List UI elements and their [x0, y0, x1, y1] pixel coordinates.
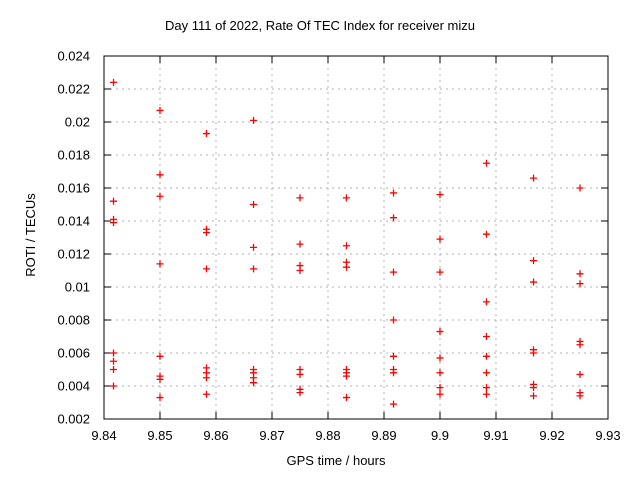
y-tick-label: 0.022: [57, 82, 90, 97]
data-point-marker: [576, 270, 584, 278]
data-point-marker: [342, 394, 350, 402]
data-point-marker: [110, 78, 118, 86]
data-point-marker: [436, 328, 444, 336]
data-point-marker: [482, 384, 490, 392]
data-point-marker: [202, 374, 210, 382]
data-point-marker: [156, 352, 164, 360]
data-point-marker: [342, 242, 350, 250]
data-point-marker: [530, 392, 538, 400]
y-tick-label: 0.014: [57, 214, 90, 229]
series-roti: [110, 78, 584, 408]
y-tick-label: 0.006: [57, 346, 90, 361]
y-tick-label: 0.01: [65, 280, 90, 295]
y-tick-label: 0.008: [57, 313, 90, 328]
data-point-marker: [482, 333, 490, 340]
data-point-marker: [156, 394, 164, 402]
data-point-marker: [436, 191, 444, 199]
data-point-marker: [530, 278, 538, 286]
data-point-marker: [250, 243, 258, 251]
data-point-marker: [530, 349, 538, 357]
data-point-marker: [250, 379, 258, 387]
data-point-marker: [436, 384, 444, 392]
data-point-marker: [482, 390, 490, 398]
plot-border: [103, 55, 609, 420]
data-point-marker: [390, 352, 398, 360]
data-point-marker: [110, 382, 118, 390]
x-tick-label: 9.93: [595, 428, 620, 443]
data-point-marker: [296, 389, 304, 397]
data-point-marker: [482, 230, 490, 238]
data-point-marker: [390, 369, 398, 377]
data-point-marker: [342, 372, 350, 380]
data-point-marker: [202, 390, 210, 398]
data-point-marker: [530, 174, 538, 182]
data-point-marker: [110, 366, 118, 373]
data-point-marker: [296, 240, 304, 248]
data-point-marker: [436, 369, 444, 377]
x-tick-label: 9.84: [91, 428, 116, 443]
x-axis-label: GPS time / hours: [286, 453, 386, 468]
data-point-marker: [390, 400, 398, 408]
data-point-marker: [156, 171, 164, 179]
data-point-marker: [576, 370, 584, 378]
data-point-marker: [576, 392, 584, 400]
chart-title: Day 111 of 2022, Rate Of TEC Index for r…: [165, 18, 475, 33]
data-point-marker: [482, 369, 490, 377]
x-tick-label: 9.86: [203, 428, 228, 443]
y-tick-label: 0.02: [65, 115, 90, 130]
data-point-marker: [202, 265, 210, 273]
x-tick-label: 9.92: [539, 428, 564, 443]
x-tick-label: 9.85: [147, 428, 172, 443]
data-point-marker: [482, 159, 490, 167]
data-point-marker: [202, 229, 210, 237]
data-point-marker: [436, 390, 444, 398]
x-tick-label: 9.88: [315, 428, 340, 443]
data-point-marker: [530, 384, 538, 392]
data-point-marker: [110, 219, 118, 227]
data-point-marker: [576, 280, 584, 288]
y-tick-label: 0.016: [57, 181, 90, 196]
data-point-marker: [250, 201, 258, 208]
data-point-marker: [390, 316, 398, 324]
data-point-marker: [296, 267, 304, 274]
data-point-marker: [576, 184, 584, 192]
data-point-marker: [296, 370, 304, 378]
data-point-marker: [576, 341, 584, 349]
y-tick-label: 0.024: [57, 49, 90, 64]
data-point-marker: [342, 194, 350, 202]
data-point-marker: [482, 298, 490, 306]
x-tick-label: 9.91: [483, 428, 508, 443]
x-tick-label: 9.89: [371, 428, 396, 443]
y-tick-label: 0.002: [57, 412, 90, 427]
data-point-marker: [390, 214, 398, 222]
data-point-marker: [296, 194, 304, 202]
data-point-marker: [342, 263, 350, 271]
y-tick-label: 0.004: [57, 379, 90, 394]
data-point-marker: [530, 257, 538, 265]
data-point-marker: [436, 354, 444, 362]
data-point-marker: [110, 349, 118, 357]
data-point-marker: [436, 268, 444, 276]
data-point-marker: [482, 352, 490, 360]
data-point-marker: [156, 375, 164, 383]
data-point-marker: [436, 235, 444, 243]
data-point-marker: [156, 192, 164, 200]
y-tick-label: 0.018: [57, 148, 90, 163]
x-tick-label: 9.87: [259, 428, 284, 443]
data-point-marker: [110, 197, 118, 205]
data-point-marker: [250, 265, 258, 273]
data-point-marker: [202, 130, 210, 138]
data-point-marker: [156, 260, 164, 268]
data-point-marker: [110, 357, 118, 365]
x-tick-label: 9.9: [431, 428, 449, 443]
data-point-marker: [390, 189, 398, 197]
data-point-marker: [156, 106, 164, 114]
data-point-marker: [390, 268, 398, 276]
y-tick-label: 0.012: [57, 247, 90, 262]
data-point-marker: [250, 116, 258, 124]
